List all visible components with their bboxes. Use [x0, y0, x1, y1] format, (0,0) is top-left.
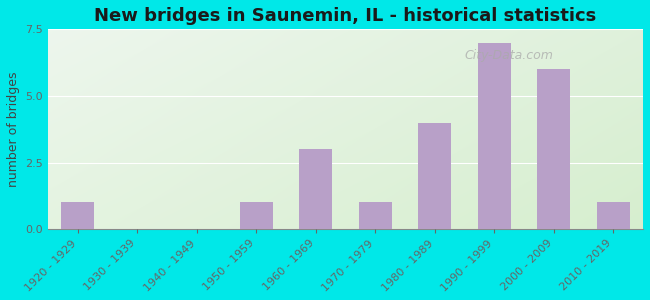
Bar: [62, 202, 94, 229]
Y-axis label: number of bridges: number of bridges: [7, 71, 20, 187]
Bar: [419, 122, 451, 229]
Bar: [359, 202, 392, 229]
Text: City-Data.com: City-Data.com: [465, 49, 553, 62]
Bar: [538, 69, 570, 229]
Bar: [478, 43, 511, 229]
Bar: [240, 202, 273, 229]
Title: New bridges in Saunemin, IL - historical statistics: New bridges in Saunemin, IL - historical…: [94, 7, 597, 25]
Bar: [597, 202, 630, 229]
Bar: [300, 149, 332, 229]
